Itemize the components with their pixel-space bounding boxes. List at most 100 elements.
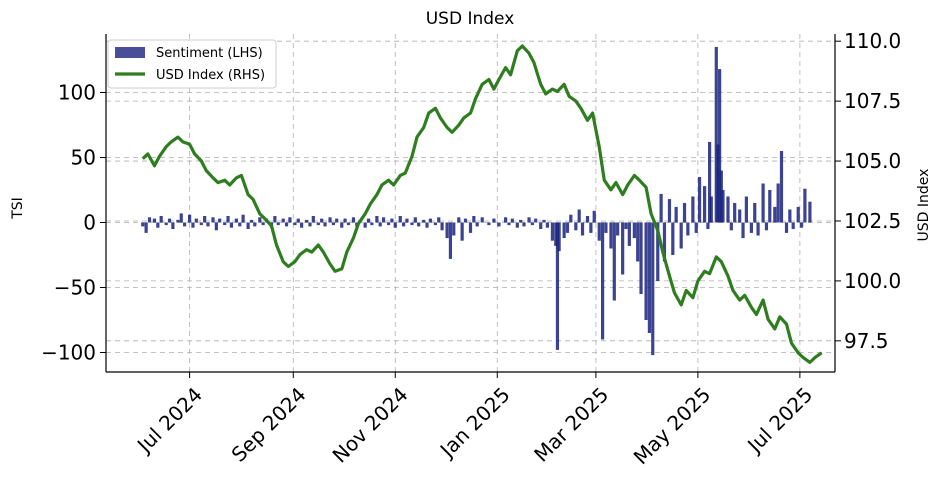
sentiment-bar-84	[468, 222, 473, 233]
sentiment-bar-9	[176, 219, 180, 223]
sentiment-bar-37	[284, 222, 289, 227]
sentiment-bar-62	[381, 217, 386, 223]
y-right-tick-label-3: 102.5	[844, 209, 901, 233]
sentiment-bar-114	[589, 222, 593, 233]
sentiment-bar-45	[316, 222, 320, 226]
sentiment-bar-59	[370, 222, 374, 226]
sentiment-bar-36	[281, 218, 285, 223]
sentiment-bar-38	[288, 217, 292, 223]
sentiment-bar-78	[445, 222, 449, 239]
sentiment-bar-119	[609, 222, 613, 249]
sentiment-bar-81	[457, 217, 461, 223]
sentiment-bar-112	[580, 222, 585, 236]
sentiment-bar-8	[171, 222, 175, 229]
sentiment-bar-95	[519, 219, 523, 223]
sentiment-bar-113	[585, 216, 590, 223]
sentiment-bar-16	[203, 216, 207, 223]
sentiment-bar-157	[744, 196, 748, 223]
x-tick-label-3: Jan 2025	[434, 382, 515, 463]
sentiment-bar-148	[716, 144, 720, 223]
sentiment-bar-96	[522, 222, 526, 227]
sentiment-bar-92	[507, 222, 511, 226]
sentiment-bar-74	[428, 218, 432, 223]
legend-box	[107, 39, 277, 89]
sentiment-bar-134	[667, 199, 672, 223]
sentiment-bar-149	[718, 69, 722, 223]
sentiment-bar-102	[545, 222, 550, 228]
sentiment-bar-49	[331, 222, 335, 226]
sentiment-bar-167	[784, 222, 789, 233]
sentiment-bar-106	[557, 222, 561, 252]
sentiment-bar-155	[738, 209, 742, 223]
sentiment-bar-44	[311, 216, 315, 223]
sentiment-bar-160	[756, 222, 760, 236]
sentiment-bar-168	[788, 209, 792, 223]
sentiment-bar-64	[390, 218, 394, 223]
sentiment-bar-65	[393, 222, 397, 228]
sentiment-bar-132	[659, 193, 663, 223]
sentiment-bar-122	[621, 222, 625, 275]
sentiment-bar-47	[323, 222, 327, 227]
sentiment-bar-93	[510, 218, 514, 223]
sentiment-bar-22	[226, 216, 230, 223]
sentiment-bar-153	[729, 222, 733, 231]
sentiment-bar-156	[741, 222, 745, 239]
x-tick-labels: Jul 2024 Sep 2024 Nov 2024 Jan 2025 Mar 2025…	[131, 372, 817, 469]
sentiment-bar-13	[191, 222, 195, 228]
sentiment-bar-29	[253, 222, 257, 227]
sentiment-bar-164	[773, 206, 777, 223]
sentiment-bar-136	[674, 206, 678, 223]
sentiment-bar-40	[296, 218, 300, 223]
sentiment-bar-73	[425, 222, 429, 228]
sentiment-bar-67	[402, 222, 406, 227]
y-right-tick-label-4: 100.0	[844, 269, 901, 293]
sentiment-bar-109	[569, 214, 573, 223]
sentiment-bar-69	[410, 222, 414, 226]
sentiment-bar-68	[405, 218, 409, 223]
x-tick-label-2: Nov 2024	[328, 382, 413, 467]
sentiment-bar-158	[749, 222, 753, 233]
sentiment-bar-77	[440, 222, 444, 231]
sentiment-bar-31	[261, 222, 265, 226]
sentiment-bar-34	[273, 216, 277, 223]
bars-group	[141, 47, 812, 356]
sentiment-bar-162	[764, 222, 769, 231]
sentiment-bar-89	[492, 218, 496, 223]
y-left-tick-label-1: 50	[71, 146, 96, 170]
sentiment-bar-86	[475, 222, 479, 227]
sentiment-bar-165	[776, 183, 780, 223]
sentiment-bar-79	[448, 222, 453, 259]
sentiment-bar-41	[300, 222, 304, 228]
sentiment-bar-25	[238, 222, 242, 227]
x-tick-label-6: Jul 2025	[741, 382, 817, 458]
sentiment-bar-42	[305, 219, 309, 223]
sentiment-bar-1	[144, 222, 148, 233]
sentiment-bar-10	[179, 213, 183, 223]
sentiment-bar-39	[293, 222, 297, 226]
y-left-tick-label-2: 0	[83, 211, 96, 235]
sentiment-bar-163	[768, 190, 772, 223]
x-tick-label-1: Sep 2024	[227, 382, 311, 466]
sentiment-bar-100	[539, 222, 543, 229]
y-right-tick-label-2: 105.0	[844, 149, 901, 173]
sentiment-bar-108	[565, 222, 570, 233]
sentiment-bar-50	[335, 218, 339, 223]
sentiment-bar-48	[328, 217, 332, 223]
sentiment-bar-66	[398, 216, 402, 223]
legend-label-sentiment: Sentiment (LHS)	[156, 46, 263, 61]
y-right-tick-labels: 110.0 107.5 105.0 102.5 100.0 97.5	[835, 29, 901, 353]
sentiment-bar-172	[803, 188, 807, 223]
sentiment-bar-90	[497, 222, 501, 227]
y-axis-right-label: USD Index	[916, 169, 932, 242]
sentiment-bar-82	[460, 222, 464, 241]
sentiment-bar-51	[340, 222, 344, 228]
sentiment-bar-97	[527, 217, 531, 223]
sentiment-bar-159	[753, 203, 757, 223]
sentiment-bar-166	[779, 151, 784, 223]
sentiment-bar-6	[164, 222, 168, 226]
x-tick-label-0: Jul 2024	[131, 382, 207, 458]
axes	[105, 34, 836, 373]
sentiment-bar-35	[276, 222, 280, 226]
sentiment-bar-87	[480, 217, 484, 223]
